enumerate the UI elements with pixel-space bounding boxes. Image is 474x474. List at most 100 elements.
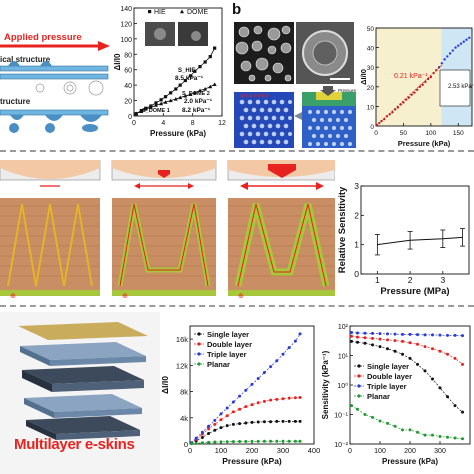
- data-point-single-layer: [386, 347, 389, 351]
- data-point-single-layer: [213, 428, 217, 432]
- multilayer-e-skins-label: Multilayer e-skins: [14, 436, 135, 453]
- annotation-high-sensitivity: 2.53 kPa⁻¹: [448, 84, 474, 90]
- legend-marker: [357, 394, 361, 398]
- y-axis-label: ΔI/I0: [160, 376, 170, 394]
- data-point-single-layer: [298, 419, 302, 423]
- data-point-triple-layer: [371, 331, 374, 335]
- y-tick-label: 3: [354, 181, 359, 191]
- y-tick-label: 30: [367, 65, 375, 72]
- data-point: [465, 38, 468, 41]
- data-point-planar: [378, 419, 382, 423]
- data-point-planar: [219, 440, 223, 444]
- data-point-planar: [281, 439, 285, 443]
- data-point-triple-layer: [401, 332, 404, 336]
- x-tick-label: 50: [400, 130, 408, 137]
- data-point-dome: [168, 98, 173, 103]
- data-point-hie: [203, 60, 207, 64]
- data-point-triple-layer: [408, 332, 412, 336]
- legend-label: Triple layer: [207, 350, 247, 359]
- plot-frame: [375, 27, 473, 127]
- y-tick-label: 10¹: [338, 354, 349, 361]
- data-point-planar: [244, 439, 248, 443]
- x-axis-label: Pressure (kPa): [150, 129, 206, 138]
- data-point-planar: [231, 440, 235, 444]
- data-point-planar: [275, 439, 279, 443]
- svg-text:⊕: ⊕: [122, 293, 128, 300]
- data-point-planar: [401, 428, 404, 432]
- legend-marker: [197, 352, 201, 356]
- data-point-double-layer: [262, 399, 266, 403]
- data-point-double-layer: [287, 396, 291, 400]
- dome-3: [227, 160, 335, 190]
- micro-pressure-chart: 0 50 100 150 0 10 20 30 40 50 Pressure (kPa) ΔI/I0 0…: [360, 26, 474, 148]
- data-point-double-layer: [225, 414, 229, 418]
- data-point-hie: [174, 87, 178, 91]
- data-point-hie: [193, 69, 197, 73]
- dome-2: [111, 160, 217, 189]
- legend-label: Planar: [207, 360, 230, 369]
- x-tick-label: 0: [374, 130, 378, 137]
- applied-pressure-label: Applied pressure: [4, 32, 82, 43]
- data-point: [457, 44, 460, 47]
- series-line-triple-layer: [351, 332, 463, 337]
- multilayer-sensitivity-chart: 0 100 200 300 10⁻² 10⁻¹ 10⁰ 10¹ 10² Pressure (kPa…: [321, 324, 471, 466]
- legend-label: Triple layer: [367, 382, 407, 391]
- data-point: [446, 55, 449, 58]
- y-tick-label: 40: [367, 46, 375, 53]
- data-point-double-layer: [371, 336, 374, 340]
- x-tick-label: 400: [308, 446, 320, 455]
- data-point-triple-layer: [378, 332, 382, 336]
- x-tick-label: 200: [404, 448, 416, 455]
- data-point-planar: [190, 442, 194, 446]
- data-point-planar: [350, 404, 353, 408]
- series-line: [377, 236, 463, 246]
- data-point-planar: [293, 439, 297, 443]
- data-point-single-layer: [262, 420, 266, 424]
- data-point: [402, 101, 405, 104]
- data-point: [451, 49, 454, 52]
- data-point-triple-layer: [200, 430, 204, 434]
- data-point-triple-layer: [219, 412, 223, 416]
- y-tick-label: 16k: [176, 335, 188, 344]
- data-point-single-layer: [446, 395, 449, 399]
- data-point-double-layer: [438, 349, 442, 353]
- y-tick-label: 10²: [338, 324, 349, 331]
- data-point-planar: [238, 440, 242, 444]
- data-point-double-layer: [207, 427, 211, 431]
- x-tick-label: 300: [434, 448, 446, 455]
- data-point-dome: [178, 95, 183, 100]
- data-point-dome: [203, 87, 208, 91]
- data-point-planar: [225, 440, 229, 444]
- data-point: [454, 46, 457, 49]
- legend-marker-dome: [180, 9, 184, 14]
- x-tick-label: 1: [375, 275, 380, 285]
- data-point: [424, 80, 427, 84]
- data-point-dome: [188, 92, 193, 96]
- data-point: [421, 83, 424, 87]
- data-point-planar: [262, 439, 266, 443]
- data-point-dome: [183, 93, 188, 98]
- x-tick-label: 0: [188, 446, 192, 455]
- data-point-planar: [363, 413, 367, 416]
- data-point-triple-layer: [438, 333, 442, 337]
- data-point-double-layer: [219, 418, 223, 422]
- y-tick-label: 80: [124, 52, 132, 59]
- data-point-triple-layer: [238, 394, 242, 398]
- legend-marker: [197, 342, 201, 346]
- legend-marker-hie: [148, 10, 152, 14]
- data-point-double-layer: [244, 405, 248, 409]
- y-tick-label: 4k: [180, 414, 188, 423]
- data-point-triple-layer: [461, 334, 464, 338]
- data-point-double-layer: [281, 397, 285, 401]
- data-point: [468, 36, 471, 39]
- series-line-single-layer: [351, 341, 463, 413]
- data-point-double-layer: [416, 342, 419, 346]
- legend-marker: [357, 364, 361, 368]
- y-tick-label: 20: [124, 99, 132, 106]
- data-point-double-layer: [363, 336, 367, 340]
- y-tick-label: 2: [354, 210, 359, 220]
- x-tick-label: 8: [191, 120, 195, 127]
- separator-1: [0, 150, 474, 152]
